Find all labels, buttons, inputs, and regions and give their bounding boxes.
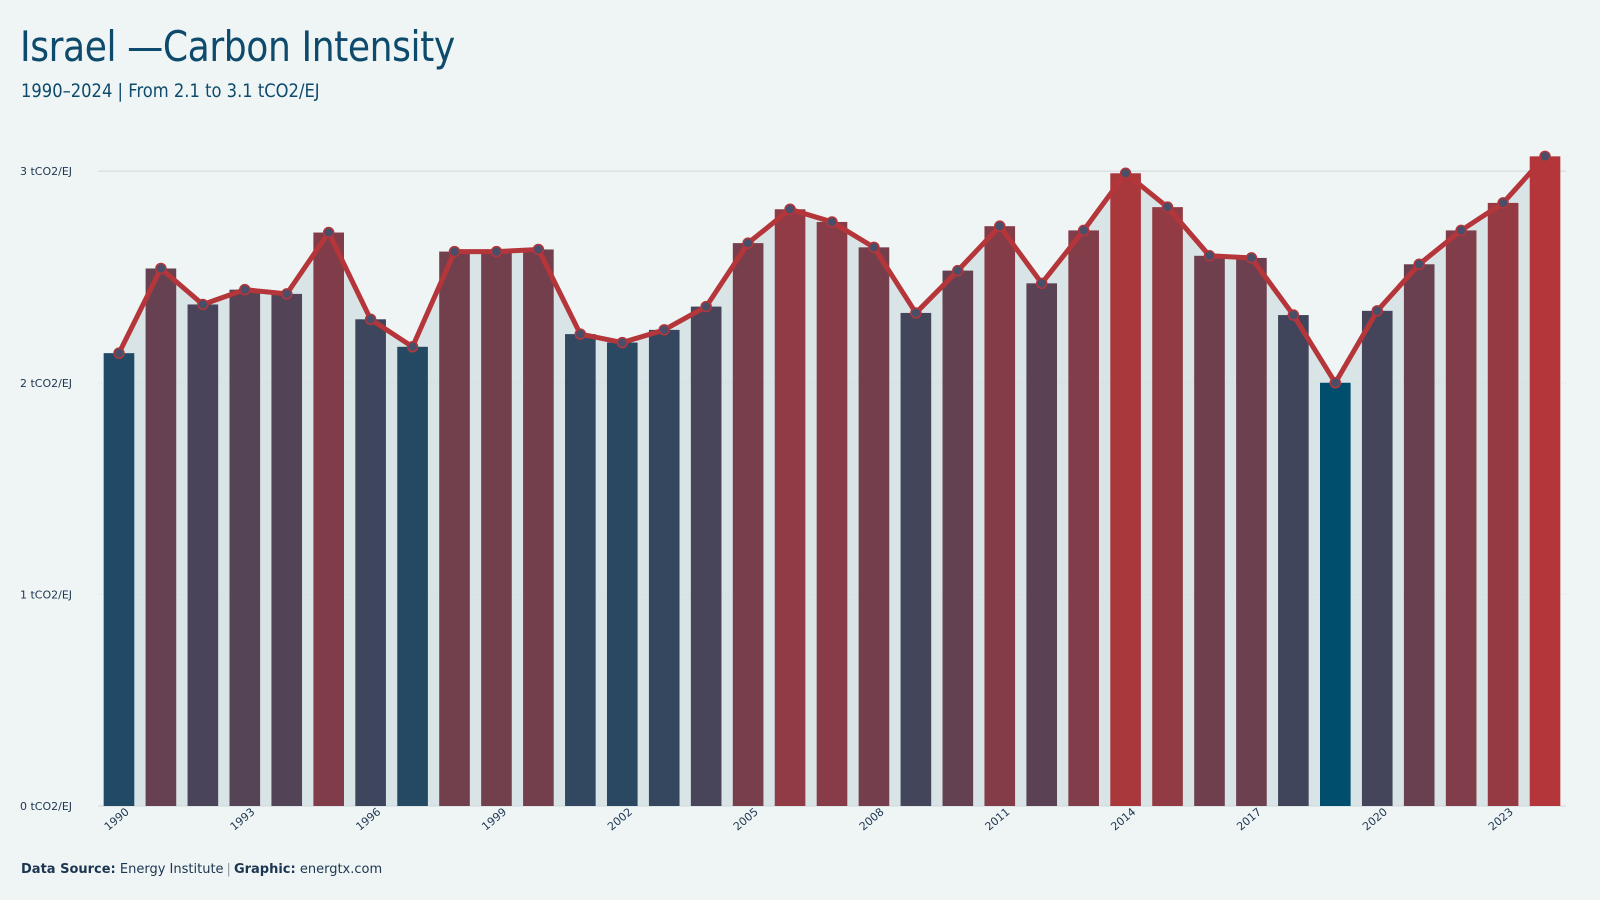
x-tick-label-1993: 1993 (228, 805, 258, 833)
bar-2023 (1487, 202, 1519, 807)
bar-2018 (1278, 315, 1309, 806)
point-2023 (1497, 197, 1509, 209)
x-tick-label-1999: 1999 (479, 805, 509, 833)
x-tick-label-2017: 2017 (1234, 805, 1264, 833)
point-1992 (197, 298, 209, 311)
point-1996 (364, 313, 377, 326)
bar-2006 (774, 209, 806, 807)
chart-subtitle: 1990–2024 | From 2.1 to 3.1 tCO2/EJ (21, 80, 320, 102)
point-2009 (910, 307, 922, 319)
x-tick-label-1996: 1996 (353, 805, 383, 833)
point-2017 (1245, 252, 1258, 264)
point-2011 (994, 220, 1006, 232)
point-2000 (532, 243, 545, 256)
bar-2005 (732, 243, 764, 806)
bar-2010 (942, 270, 974, 806)
graphic-value: energtx.com (299, 862, 383, 877)
x-tick-label-2002: 2002 (605, 805, 635, 833)
source-value: Energy Institute (119, 862, 224, 877)
point-2002 (616, 336, 629, 349)
point-2024 (1539, 150, 1551, 163)
point-2007 (826, 216, 838, 228)
bar-1996 (355, 319, 386, 806)
point-1990 (113, 347, 125, 359)
bar-1999 (481, 251, 512, 806)
y-tick-label: 1 tCO2/EJ (20, 588, 72, 601)
y-tick-label: 3 tCO2/EJ (20, 165, 72, 178)
point-1991 (155, 262, 167, 275)
point-1994 (280, 288, 293, 300)
point-2005 (742, 237, 754, 249)
x-tick-label-2020: 2020 (1360, 805, 1390, 833)
point-1998 (448, 245, 461, 258)
bar-1998 (439, 251, 470, 806)
point-2015 (1161, 201, 1174, 213)
point-2018 (1287, 309, 1300, 321)
x-tick-label-2008: 2008 (857, 805, 887, 833)
bar-1991 (145, 268, 177, 806)
x-tick-label-2011: 2011 (983, 805, 1013, 833)
bar-2020 (1361, 310, 1393, 806)
point-2014 (1119, 167, 1132, 180)
bar-1992 (187, 304, 219, 806)
bar-2011 (984, 226, 1016, 806)
bar-2016 (1194, 255, 1225, 806)
point-2008 (868, 241, 880, 254)
y-tick-label: 2 tCO2/EJ (20, 377, 72, 390)
point-2004 (700, 300, 712, 313)
bar-2012 (1026, 283, 1058, 806)
point-2001 (574, 328, 587, 340)
bar-1995 (313, 232, 344, 806)
point-1995 (322, 226, 335, 239)
bar-2009 (900, 312, 932, 806)
bar-2000 (523, 249, 554, 806)
bar-2013 (1068, 230, 1099, 806)
point-2003 (658, 324, 670, 336)
chart-title: Israel —Carbon Intensity (20, 22, 455, 71)
graphic-label: Graphic: (233, 862, 296, 877)
bar-1990 (103, 353, 135, 806)
point-1999 (490, 245, 503, 258)
point-2021 (1413, 258, 1425, 271)
x-tick-label-1990: 1990 (102, 805, 132, 833)
bar-1993 (229, 289, 261, 806)
point-2022 (1455, 224, 1467, 237)
bar-2017 (1236, 257, 1267, 806)
bar-2019 (1320, 382, 1351, 806)
y-tick-label: 0 tCO2/EJ (20, 800, 72, 813)
bar-2022 (1445, 230, 1477, 806)
bar-2002 (606, 342, 638, 806)
bar-2014 (1110, 173, 1141, 807)
bar-2007 (816, 221, 848, 807)
x-tick-label-2005: 2005 (731, 805, 761, 833)
point-2016 (1203, 250, 1216, 262)
footer: Data Source: Energy Institute | Graphic: e… (21, 862, 382, 877)
point-2010 (952, 264, 964, 277)
point-1993 (239, 283, 251, 296)
point-2019 (1329, 377, 1342, 389)
footer-separator: | (226, 862, 231, 877)
point-2013 (1077, 224, 1090, 237)
bar-2008 (858, 247, 890, 807)
x-tick-label-2023: 2023 (1486, 805, 1516, 833)
bar-2001 (565, 334, 596, 806)
point-2020 (1371, 305, 1384, 317)
bar-1994 (271, 293, 303, 807)
x-tick-label-2014: 2014 (1108, 805, 1138, 833)
bar-2004 (690, 306, 722, 806)
point-2012 (1035, 277, 1048, 290)
bar-1997 (397, 346, 428, 806)
bar-2024 (1529, 156, 1561, 806)
point-2006 (784, 203, 796, 216)
source-label: Data Source: (21, 862, 116, 877)
bar-2015 (1152, 207, 1183, 806)
bar-2003 (648, 329, 680, 806)
bar-2021 (1403, 264, 1435, 806)
point-1997 (406, 341, 419, 353)
